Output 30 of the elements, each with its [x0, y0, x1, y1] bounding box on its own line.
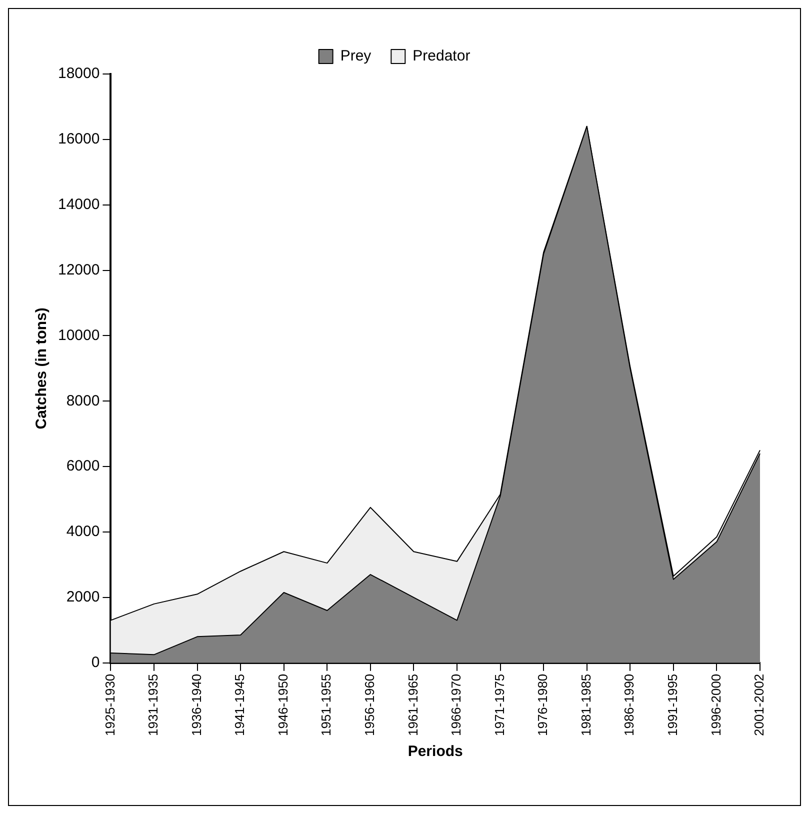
x-tick-label: 1931-1935: [146, 674, 161, 736]
x-tick-label: 1941-1945: [232, 674, 248, 736]
y-tick-label: 2000: [66, 588, 100, 606]
y-tick-label: 12000: [58, 261, 100, 278]
y-tick-label: 16000: [58, 130, 100, 148]
y-tick-label: 6000: [66, 458, 100, 475]
x-tick-label: 1996-2000: [708, 674, 724, 736]
y-tick-label: 10000: [58, 326, 100, 344]
x-tick-label: 1951-1955: [318, 674, 334, 736]
y-tick-label: 4000: [66, 523, 100, 540]
x-tick-label: 2001-2002: [752, 674, 767, 736]
y-tick-label: 0: [91, 654, 100, 671]
x-axis-title: Periods: [408, 743, 463, 760]
x-tick-label: 1961-1965: [405, 674, 420, 736]
x-tick-label: 1976-1980: [535, 674, 550, 736]
y-tick-label: 8000: [66, 392, 100, 410]
y-axis-title: Catches (in tons): [33, 308, 50, 430]
y-tick-label: 18000: [58, 65, 100, 82]
x-tick-label: 1971-1975: [492, 674, 507, 736]
y-tick-label: 14000: [58, 196, 100, 213]
x-tick-label: 1925-1930: [102, 674, 118, 736]
x-tick-label: 1966-1970: [448, 674, 464, 736]
x-tick-label: 1991-1995: [665, 674, 680, 736]
x-tick-label: 1986-1990: [622, 674, 637, 736]
legend-label: Predator: [412, 48, 470, 65]
x-tick-label: 1956-1960: [362, 674, 378, 736]
x-tick-label: 1981-1985: [578, 674, 594, 736]
x-tick-label: 1946-1950: [275, 674, 290, 736]
x-tick-label: 1936-1940: [188, 674, 204, 736]
legend-label: Prey: [340, 48, 372, 65]
